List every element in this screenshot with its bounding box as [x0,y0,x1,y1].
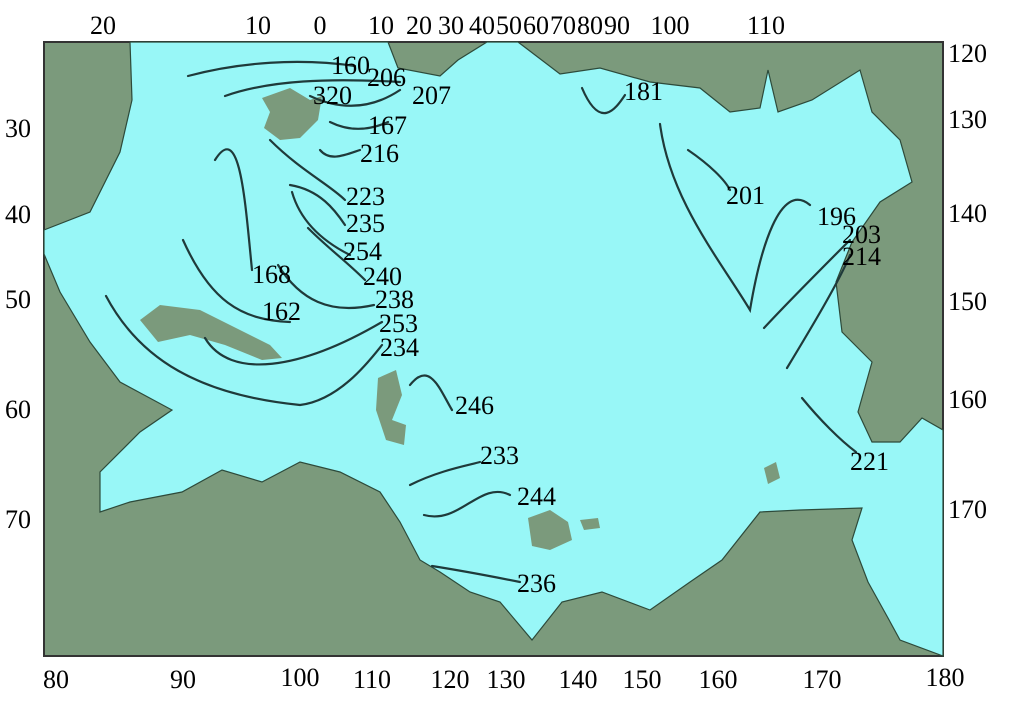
tick-label: 170 [948,495,987,524]
tick-label: 130 [487,665,526,694]
tick-label: 140 [559,665,598,694]
contour-label: 236 [517,569,556,598]
contour-label: 216 [360,139,399,168]
tick-label: 10 [368,11,394,40]
contour-label: 221 [850,447,889,476]
tick-label: 110 [747,11,785,40]
new-siberian-island [528,510,572,550]
contour-label: 234 [380,333,419,362]
contour-label: 196 [817,202,856,231]
contour-label: 240 [363,262,402,291]
tick-label: 80 [577,11,603,40]
right-axis: 120 130 140 150 160 170 [948,39,987,524]
tick-label: 120 [948,39,987,68]
tick-label: 160 [948,385,987,414]
tick-label: 0 [314,11,327,40]
tick-label: 40 [469,11,495,40]
svalbard-island [262,88,322,140]
tick-label: 70 [5,505,31,534]
tick-label: 30 [438,11,464,40]
contour-label: 206 [367,63,406,92]
contour-label: 223 [346,182,385,211]
small-island [580,518,600,530]
tick-label: 100 [651,11,690,40]
contour-label: 168 [252,260,291,289]
contour-label: 167 [368,111,407,140]
tick-label: 90 [170,665,196,694]
tick-label: 130 [948,105,987,134]
contour-label: 160 [331,51,370,80]
contour-label: 235 [346,209,385,238]
contour-label: 244 [517,482,556,511]
tick-label: 170 [803,665,842,694]
tick-label: 50 [496,11,522,40]
tick-label: 20 [90,11,116,40]
tick-label: 150 [623,665,662,694]
tick-label: 60 [5,395,31,424]
tick-label: 80 [43,665,69,694]
tick-label: 140 [948,199,987,228]
tick-label: 30 [5,114,31,143]
contour-label: 162 [262,297,301,326]
top-axis: 20 10 0 10 20 30 40 50 60 70 80 90 100 1… [90,11,785,40]
tick-label: 70 [550,11,576,40]
bottom-axis: 80 90 100 110 120 130 140 150 160 170 18… [43,663,965,694]
contour-label: 254 [343,237,382,266]
contour-label: 246 [455,391,494,420]
tick-label: 60 [523,11,549,40]
tick-label: 160 [699,665,738,694]
tick-label: 20 [406,11,432,40]
tick-label: 110 [353,665,391,694]
wrangel-island [764,462,780,484]
left-axis: 30 40 50 60 70 [5,114,31,534]
arctic-ocean [43,41,944,657]
contour-label: 253 [379,309,418,338]
tick-label: 180 [926,663,965,692]
novaya-zemlya-island [140,305,282,360]
contour-label: 201 [726,181,765,210]
contour-label: 233 [480,441,519,470]
tick-label: 100 [281,663,320,692]
contour-label: 238 [375,285,414,314]
tick-label: 10 [245,11,271,40]
tick-label: 90 [604,11,630,40]
severnaya-zemlya-island [376,370,406,445]
tick-label: 150 [948,287,987,316]
contour-label: 207 [412,81,451,110]
contour-lines [104,60,858,584]
contour-label: 181 [624,77,663,106]
tick-label: 50 [5,285,31,314]
contour-label: 214 [842,242,881,271]
contour-labels: 160 206 320 207 167 216 181 223 235 254 … [252,51,889,598]
tick-label: 40 [5,200,31,229]
tick-label: 120 [431,665,470,694]
contour-label: 203 [842,220,881,249]
contour-label: 320 [313,81,352,110]
